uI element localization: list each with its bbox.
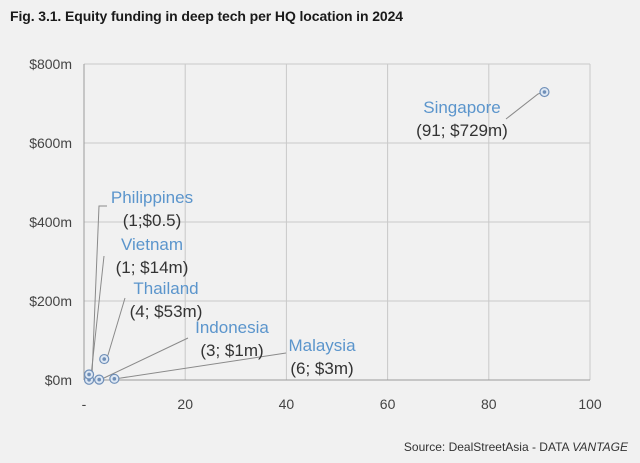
- grid: [83, 63, 591, 381]
- leader-line: [88, 205, 107, 381]
- point-value-label: (4; $53m): [130, 302, 203, 321]
- point-name-label: Indonesia: [195, 318, 269, 337]
- source-note: Source: DealStreetAsia - DATA VANTAGE: [404, 440, 628, 454]
- point-labels: Singapore (91; $729m) Philippines (1;$0.5) V…: [111, 98, 508, 378]
- point-name-label: Singapore: [423, 98, 501, 117]
- x-tick-label: 40: [279, 396, 295, 412]
- point-value-label: (1;$0.5): [123, 211, 182, 230]
- y-tick-label: $600m: [29, 135, 72, 151]
- point-value-label: (3; $1m): [200, 341, 263, 360]
- point-name-label: Malaysia: [288, 336, 356, 355]
- leader-line: [505, 91, 545, 120]
- axis-ticks: - 20 40 60 80 100 $0m $200m $400m $600m $800m: [29, 56, 602, 412]
- y-tick-label: $400m: [29, 214, 72, 230]
- data-point-center: [542, 90, 547, 94]
- point-name-label: Philippines: [111, 188, 193, 207]
- x-tick-label: 100: [578, 396, 602, 412]
- data-points: [83, 86, 550, 385]
- source-brand: VANTAGE: [572, 440, 628, 454]
- leader-line: [99, 337, 189, 381]
- y-tick-label: $200m: [29, 293, 72, 309]
- data-point-center: [97, 377, 101, 382]
- data-point-center: [102, 357, 107, 361]
- data-point-center: [87, 372, 91, 377]
- x-tick-label: 80: [481, 396, 497, 412]
- leader-line: [103, 297, 126, 360]
- data-point-center: [112, 377, 117, 381]
- point-value-label: (6; $3m): [290, 359, 353, 378]
- source-prefix: Source: DealStreetAsia - DATA: [403, 440, 573, 454]
- chart-title: Fig. 3.1. Equity funding in deep tech pe…: [10, 8, 403, 24]
- y-tick-label: $800m: [29, 56, 72, 72]
- point-value-label: (1; $14m): [116, 258, 189, 277]
- x-tick-label: -: [82, 396, 87, 412]
- point-value-label: (91; $729m): [416, 121, 508, 140]
- point-name-label: Thailand: [133, 279, 198, 298]
- x-tick-label: 20: [177, 396, 193, 412]
- y-tick-label: $0m: [45, 372, 72, 388]
- point-name-label: Vietnam: [121, 235, 183, 254]
- x-tick-label: 60: [380, 396, 396, 412]
